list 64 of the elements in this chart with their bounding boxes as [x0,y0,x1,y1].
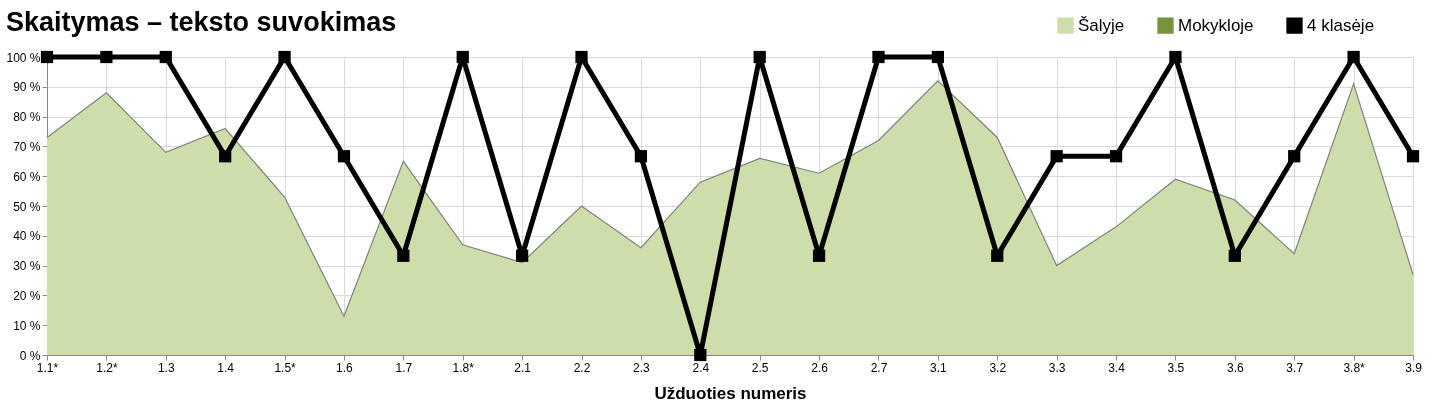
x-tick-label: 2.1 [514,360,532,375]
point [1228,249,1241,262]
x-tick-label: 1.4 [217,360,235,375]
x-tick-label: 3.3 [1048,360,1066,375]
x-tick-label: 3.1 [930,360,948,375]
x-tick-label: 3.2 [989,360,1007,375]
x-tick-label: 1.8* [452,360,475,375]
y-tick-label: 60 % [13,169,41,184]
point [872,50,885,64]
point [278,50,291,64]
y-tick-label: 20 % [13,288,41,303]
legend-label: 4 klasėje [1307,15,1375,35]
point [991,249,1004,262]
x-axis-title: Užduoties numeris [654,383,807,403]
y-tick-label: 70 % [13,139,41,154]
x-tick-label: 1.6 [336,360,354,375]
x-tick-label: 2.3 [633,360,651,375]
y-tick-label: 40 % [13,229,41,244]
x-tick-label: 2.6 [811,360,829,375]
x-tick-label: 3.9 [1405,360,1423,375]
y-tick-label: 80 % [13,110,41,125]
x-tick-label: 3.5 [1167,360,1185,375]
x-tick-label: 1.7 [395,360,413,375]
x-tick-label: 2.2 [573,360,591,375]
y-tick-label: 50 % [13,199,41,214]
point [575,50,588,64]
y-tick-label: 10 % [13,318,41,333]
point [931,50,944,64]
point [1288,150,1301,163]
point [40,50,54,64]
x-tick-label: 3.6 [1226,360,1244,375]
point [753,50,766,64]
point [1169,50,1182,64]
point [219,150,232,163]
point [516,249,529,262]
point [694,348,707,362]
x-tick-label: 1.2* [96,360,118,375]
point [1406,150,1420,163]
x-tick-label: 3.8* [1343,360,1366,375]
x-tick-label: 2.4 [692,360,710,375]
x-tick-label: 1.3 [157,360,175,375]
point [100,50,113,64]
point [1109,150,1123,163]
x-tick-label: 3.7 [1286,360,1304,375]
point [397,249,410,262]
point [812,249,826,262]
point [456,50,469,64]
x-tick-label: 1.5* [274,360,297,375]
chart-title: Skaitymas – teksto suvokimas [5,6,397,37]
legend-label: Šalyje [1078,15,1125,35]
x-tick-label: 2.7 [870,360,888,375]
point [1347,50,1360,64]
y-tick-label: 0 % [19,348,41,363]
point [159,50,172,64]
x-tick-label: 1.1* [36,360,59,375]
point [337,150,351,163]
y-tick-label: 100 % [6,50,41,65]
point [634,150,648,163]
x-tick-label: 3.4 [1108,360,1126,375]
y-tick-label: 30 % [13,259,41,274]
x-tick-label: 2.5 [751,360,769,375]
y-tick-label: 90 % [13,80,41,95]
legend-label: Mokykloje [1178,15,1254,35]
point [1050,150,1063,163]
